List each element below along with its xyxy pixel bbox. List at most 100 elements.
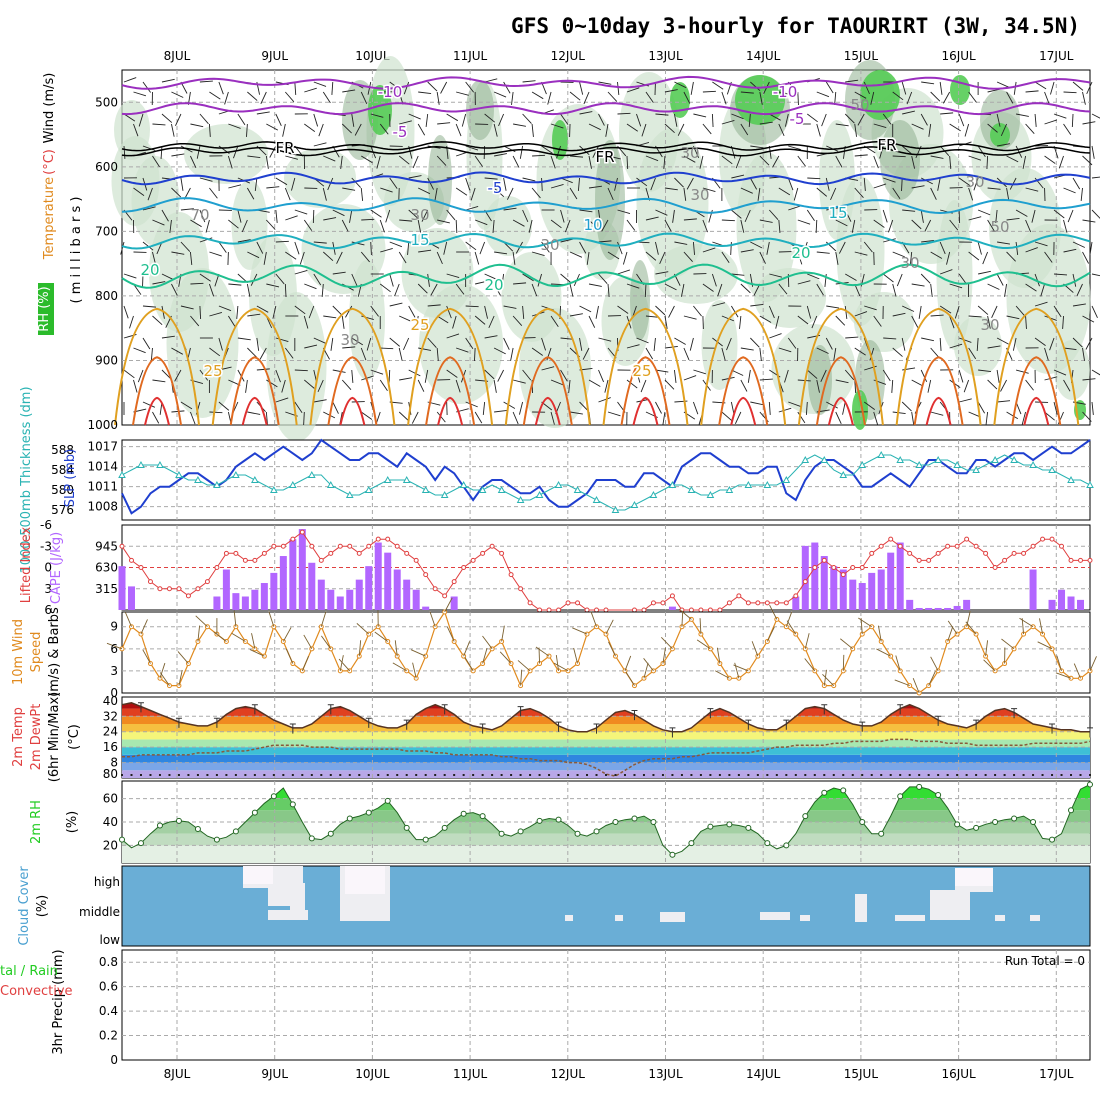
wind-barb [693,113,707,118]
rh-tick: 60 [103,792,118,806]
wind-barb [598,369,605,383]
wind-barb [1080,187,1083,201]
wind-barb [550,155,556,169]
wind-barb [550,411,555,425]
temp-bottom-marker [424,774,427,776]
date-label-top: 9JUL [261,49,288,63]
cape-bar [450,596,458,610]
wind-barb [332,209,345,217]
wind-barb [987,345,1001,349]
wind-barb [266,379,278,388]
wind-barb [759,219,773,223]
wind-barb-10m [464,656,474,672]
lifted-index-point [669,593,675,599]
wind-barb [228,184,242,189]
wind-barb [1082,91,1086,105]
contour-label: -5 [393,123,408,141]
slp-tick: 1017 [87,440,118,454]
wind-barb [351,113,355,127]
wind-barb [569,283,574,297]
top-date-axis: 8JUL 9JUL 10JUL 11JUL 12JUL 13JUL 14JUL 15JUL 16… [164,49,1074,63]
li-tick: -3 [40,539,52,553]
wind-barb [190,155,197,168]
rh-shading [1006,224,1091,374]
wind-barb [854,187,864,198]
wind-barb-10m [535,646,550,657]
thickness-point [668,480,677,488]
rh-shading [266,292,327,442]
wind-barb [816,251,830,254]
wind-barb-10m [339,655,344,671]
wind-barb [484,177,498,180]
wind-barb [662,411,666,425]
wind-barb [389,273,394,287]
contour-label: 50 [990,218,1009,236]
lifted-index-point [707,607,713,613]
contour-label: 30 [690,186,709,204]
wind-barb [873,123,887,129]
thickness-point [1029,460,1037,468]
wind-barb [702,187,716,193]
temp-bottom-marker [510,774,513,776]
wind-barb [407,241,410,255]
wind-barb-10m [985,640,989,657]
wind-barb-10m [605,619,614,635]
wind-barb-10m [178,669,183,686]
rh2m-point [175,817,182,824]
rh2m-point [764,840,771,847]
wind-barb [921,239,935,243]
precip-convective-label: Convective [0,984,73,999]
wind-barb-10m [555,655,559,671]
wind-barb-10m [338,658,351,672]
cape-bar [906,599,914,610]
isotherm-35 [339,396,366,426]
wind-barb [180,305,194,310]
wind-barb [845,79,859,83]
cloud-level-tick: low [100,933,121,947]
wind-barb-10m [947,626,954,642]
wind-barb [863,401,876,411]
wind-barb [1072,273,1077,287]
wind-barb [208,283,215,297]
isotherm-25 [407,307,494,426]
wind-barb [389,302,403,307]
date-label-bottom: 17JUL [1039,1067,1074,1081]
wind-barb [123,77,137,83]
wind-barb [759,155,770,166]
precip-tick: 0.4 [99,1004,118,1018]
wind-barb [361,155,373,164]
wind-barb [569,251,583,258]
lifted-index-point [185,593,191,599]
wind-barb [863,241,873,253]
lifted-index-point [926,557,932,563]
temp-bottom-marker [1051,774,1054,776]
temp-color-band [122,754,1090,763]
wind-barb-10m [321,635,332,650]
wind-barb [522,273,534,282]
wind-barb [152,155,160,168]
temp-bottom-marker [766,774,769,776]
cape-bar [801,545,809,610]
cape-bar [279,556,287,610]
wind-barb [455,187,468,196]
temp-bottom-marker [633,774,636,776]
wind-barb [901,81,907,95]
cloud-fill [565,915,573,921]
wind-barb [541,366,555,371]
rh2m-point [1030,819,1037,825]
wind-barb [512,155,520,168]
wind-barb [911,185,925,189]
wind-barb [864,305,877,311]
wind-barb [863,177,866,191]
wind-barb [133,379,138,393]
wind-barb [650,177,656,191]
wind-barb [769,333,782,339]
wind-barb [1072,303,1086,307]
rh2m-point [1011,815,1018,822]
wind-barb [749,177,758,190]
wind-barb [1053,401,1058,415]
slp-series-line [121,438,1091,515]
rh2m-point [213,836,220,843]
